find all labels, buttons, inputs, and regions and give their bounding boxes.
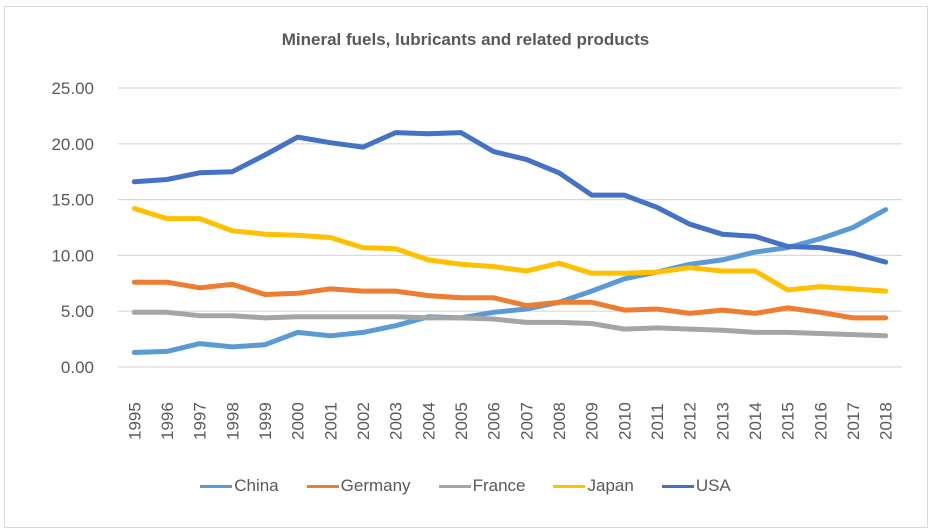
x-tick-label: 2003 — [387, 402, 406, 440]
legend-label: Japan — [587, 476, 634, 495]
legend-swatch — [553, 484, 586, 488]
x-tick-label: 2007 — [517, 402, 536, 440]
x-tick-label: 2011 — [648, 403, 667, 440]
x-tick-label: 1995 — [125, 402, 144, 440]
legend-swatch — [438, 484, 471, 488]
legend-label: France — [472, 476, 526, 495]
legend: China Germany France Japan USA — [0, 474, 931, 498]
y-tick-label: 25.00 — [51, 79, 94, 98]
x-tick-label: 2013 — [713, 402, 732, 440]
chart-title: Mineral fuels, lubricants and related pr… — [281, 30, 650, 49]
x-tick-label: 2009 — [583, 402, 602, 440]
x-tick-label: 2015 — [779, 402, 798, 440]
x-tick-label: 1999 — [256, 402, 275, 440]
legend-item-germany: Germany — [306, 474, 411, 498]
gridlines — [118, 87, 902, 368]
y-tick-label: 20.00 — [51, 135, 94, 154]
x-tick-label: 2006 — [485, 402, 504, 440]
legend-label: Germany — [340, 476, 411, 495]
x-tick-label: 2001 — [321, 402, 340, 440]
legend-item-france: France — [438, 474, 526, 498]
series-line-usa — [131, 130, 889, 265]
legend-swatch — [200, 484, 233, 488]
legend-swatch — [306, 484, 339, 488]
x-tick-label: 2014 — [746, 402, 765, 440]
y-tick-label: 5.00 — [61, 302, 94, 321]
x-tick-label: 2018 — [877, 402, 896, 440]
legend-item-china: China — [200, 474, 279, 498]
x-tick-label: 2005 — [452, 402, 471, 440]
series-lines — [131, 130, 889, 355]
legend-swatch — [661, 484, 694, 488]
x-tick-label: 2017 — [844, 402, 863, 440]
legend-item-usa: USA — [661, 474, 731, 498]
x-axis-ticks: 1995 1996 1997 1998 1999 2000 2001 2002 2003 2004… — [125, 402, 895, 440]
x-tick-label: 1997 — [191, 402, 210, 440]
y-tick-label: 10.00 — [51, 246, 94, 265]
x-tick-label: 2012 — [681, 402, 700, 440]
legend-label: China — [234, 476, 279, 495]
x-tick-label: 2016 — [811, 402, 830, 440]
series-line-france — [131, 309, 889, 339]
series-line-germany — [131, 279, 889, 321]
x-tick-label: 2004 — [419, 402, 438, 440]
y-tick-label: 15.00 — [51, 191, 94, 210]
x-tick-label: 2010 — [615, 402, 634, 440]
legend-item-japan: Japan — [553, 474, 634, 498]
series-line-china — [131, 207, 889, 355]
series-line-japan — [131, 206, 889, 294]
x-tick-label: 2008 — [550, 402, 569, 440]
x-tick-label: 2002 — [354, 402, 373, 440]
legend-label: USA — [695, 476, 731, 495]
y-tick-label: 0.00 — [61, 358, 94, 377]
x-tick-label: 2000 — [289, 402, 308, 440]
y-axis-ticks: 0.00 5.00 10.00 15.00 20.00 25.00 — [51, 79, 94, 377]
x-tick-label: 1998 — [223, 402, 242, 440]
x-tick-label: 1996 — [158, 402, 177, 440]
